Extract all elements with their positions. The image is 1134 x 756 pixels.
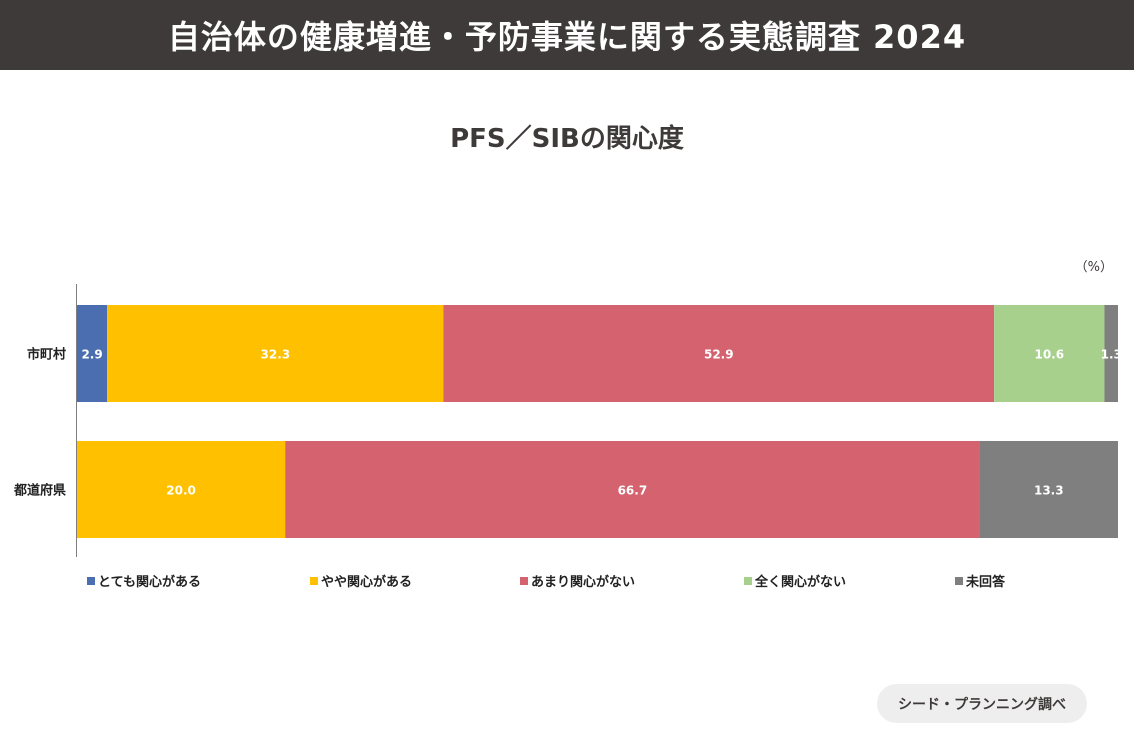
data-label: 66.7 — [618, 484, 648, 498]
page-header: 自治体の健康増進・予防事業に関する実態調査 2024 — [0, 0, 1134, 70]
bar-segment — [1104, 305, 1118, 402]
unit-label: （%） — [1075, 260, 1113, 275]
legend-label: とても関心がある — [98, 574, 201, 590]
data-label: 10.6 — [1034, 348, 1064, 362]
category-label: 都道府県 — [13, 483, 66, 499]
legend-swatch — [87, 577, 95, 585]
bar-segment — [77, 441, 286, 538]
bar-segment — [107, 305, 444, 402]
source-badge: シード・プランニング調べ — [877, 684, 1087, 723]
data-label: 20.0 — [166, 484, 196, 498]
header-title: 自治体の健康増進・予防事業に関する実態調査 2024 — [167, 18, 967, 56]
bar-segment — [77, 305, 108, 402]
legend-label: あまり関心がない — [531, 574, 635, 590]
data-label: 13.3 — [1034, 484, 1064, 498]
source-label: シード・プランニング調べ — [898, 696, 1066, 713]
legend-swatch — [520, 577, 528, 585]
legend-label: 全く関心がない — [754, 574, 846, 590]
chart-title: PFS／SIBの関心度 — [450, 124, 684, 154]
data-label: 32.3 — [261, 348, 291, 362]
data-label: 2.9 — [81, 348, 102, 362]
legend-swatch — [744, 577, 752, 585]
legend-label: 未回答 — [965, 574, 1006, 590]
data-label: 1.3 — [1101, 348, 1122, 362]
legend-label: やや関心がある — [321, 574, 412, 590]
bar-segment — [443, 305, 995, 402]
legend-swatch — [310, 577, 318, 585]
category-label: 市町村 — [27, 347, 66, 363]
bar-segment — [994, 305, 1105, 402]
legend-swatch — [955, 577, 963, 585]
data-label: 52.9 — [704, 348, 734, 362]
bar-segment — [285, 441, 980, 538]
bar-segment — [979, 441, 1118, 538]
